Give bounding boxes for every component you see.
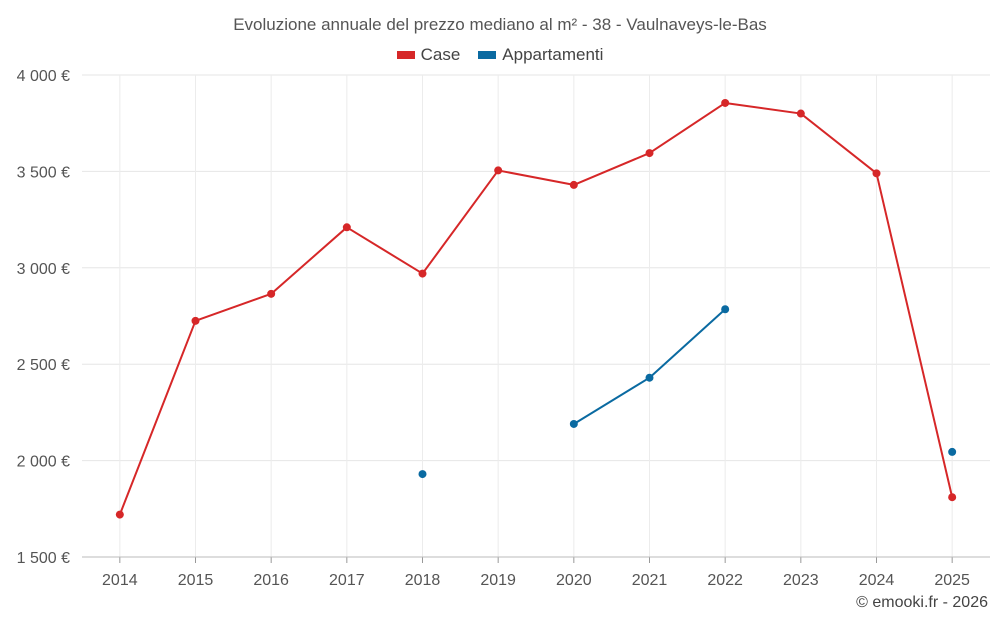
series-segment-appartamenti — [572, 376, 651, 425]
legend-swatch-case — [396, 51, 415, 59]
legend-item-case[interactable]: Case — [396, 45, 461, 65]
y-tick-label: 2 000 € — [17, 454, 70, 471]
series-segment-case — [648, 101, 727, 155]
series-segment-case — [421, 169, 500, 275]
series-segment-case — [799, 112, 878, 175]
data-point-appartamenti — [418, 470, 427, 479]
data-point-case — [191, 316, 200, 325]
series-segment-case — [345, 226, 424, 275]
legend-item-appartamenti[interactable]: Appartamenti — [478, 45, 603, 65]
data-point-appartamenti — [948, 447, 957, 456]
x-tick-label: 2023 — [783, 572, 819, 589]
data-point-case — [494, 166, 503, 175]
x-tick-label: 2015 — [178, 572, 214, 589]
y-tick-label: 3 500 € — [17, 164, 70, 181]
data-point-case — [872, 169, 881, 178]
chart-title: Evoluzione annuale del prezzo mediano al… — [233, 15, 767, 34]
series-segment-case — [270, 226, 348, 295]
series-segment-case — [572, 152, 651, 186]
x-tick-label: 2022 — [707, 572, 743, 589]
data-point-appartamenti — [569, 419, 578, 428]
legend: Case Appartamenti — [0, 45, 1000, 65]
x-tick-label: 2017 — [329, 572, 365, 589]
data-point-case — [115, 510, 124, 519]
data-point-case — [569, 180, 578, 189]
data-point-case — [796, 109, 805, 118]
x-tick-label: 2016 — [253, 572, 289, 589]
series-segment-case — [194, 292, 273, 322]
x-tick-label: 2025 — [934, 572, 970, 589]
y-tick-label: 2 500 € — [17, 357, 70, 374]
legend-label-appartamenti: Appartamenti — [502, 45, 604, 64]
data-point-case — [267, 289, 276, 298]
data-point-case — [645, 149, 654, 158]
series-segment-case — [724, 101, 802, 115]
data-point-case — [342, 223, 351, 232]
y-tick-label: 1 500 € — [17, 550, 70, 567]
series-segment-case — [118, 319, 197, 516]
y-tick-label: 4 000 € — [17, 68, 70, 85]
data-point-case — [948, 493, 957, 502]
data-point-case — [418, 269, 427, 278]
y-tick-label: 3 000 € — [17, 261, 70, 278]
x-tick-label: 2024 — [859, 572, 895, 589]
x-tick-label: 2021 — [632, 572, 668, 589]
series-segment-case — [875, 172, 954, 499]
data-point-case — [721, 98, 730, 107]
data-point-appartamenti — [721, 305, 730, 314]
credit-text: © emooki.fr - 2026 — [856, 594, 988, 611]
series-segment-case — [497, 169, 575, 186]
x-tick-label: 2019 — [480, 572, 516, 589]
series-segment-appartamenti — [648, 308, 727, 379]
x-tick-label: 2020 — [556, 572, 592, 589]
legend-label-case: Case — [420, 45, 461, 64]
x-tick-label: 2018 — [405, 572, 441, 589]
data-point-appartamenti — [645, 373, 654, 382]
legend-swatch-appartamenti — [478, 51, 497, 59]
x-tick-label: 2014 — [102, 572, 138, 589]
